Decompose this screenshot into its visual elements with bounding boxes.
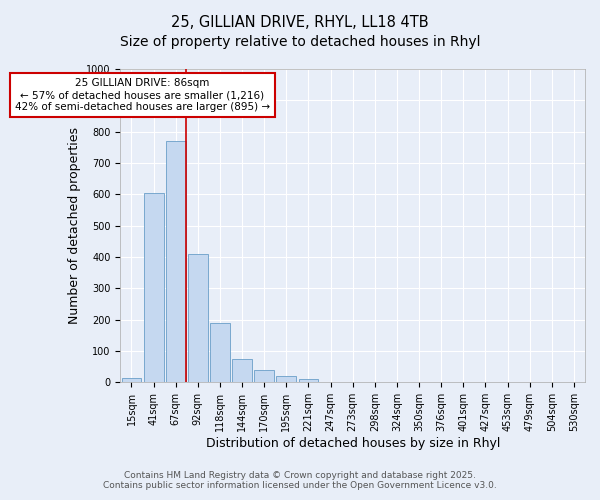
Bar [210,323,230,382]
Bar [232,359,252,382]
Y-axis label: Number of detached properties: Number of detached properties [68,127,80,324]
Text: 25, GILLIAN DRIVE, RHYL, LL18 4TB: 25, GILLIAN DRIVE, RHYL, LL18 4TB [171,15,429,30]
X-axis label: Distribution of detached houses by size in Rhyl: Distribution of detached houses by size … [206,437,500,450]
Text: Contains HM Land Registry data © Crown copyright and database right 2025.
Contai: Contains HM Land Registry data © Crown c… [103,470,497,490]
Text: Size of property relative to detached houses in Rhyl: Size of property relative to detached ho… [120,35,480,49]
Bar [254,370,274,382]
Bar [166,141,185,382]
Bar [122,378,142,382]
Bar [277,376,296,382]
Bar [143,193,164,382]
Bar [188,254,208,382]
Text: 25 GILLIAN DRIVE: 86sqm
← 57% of detached houses are smaller (1,216)
42% of semi: 25 GILLIAN DRIVE: 86sqm ← 57% of detache… [15,78,270,112]
Bar [299,379,319,382]
